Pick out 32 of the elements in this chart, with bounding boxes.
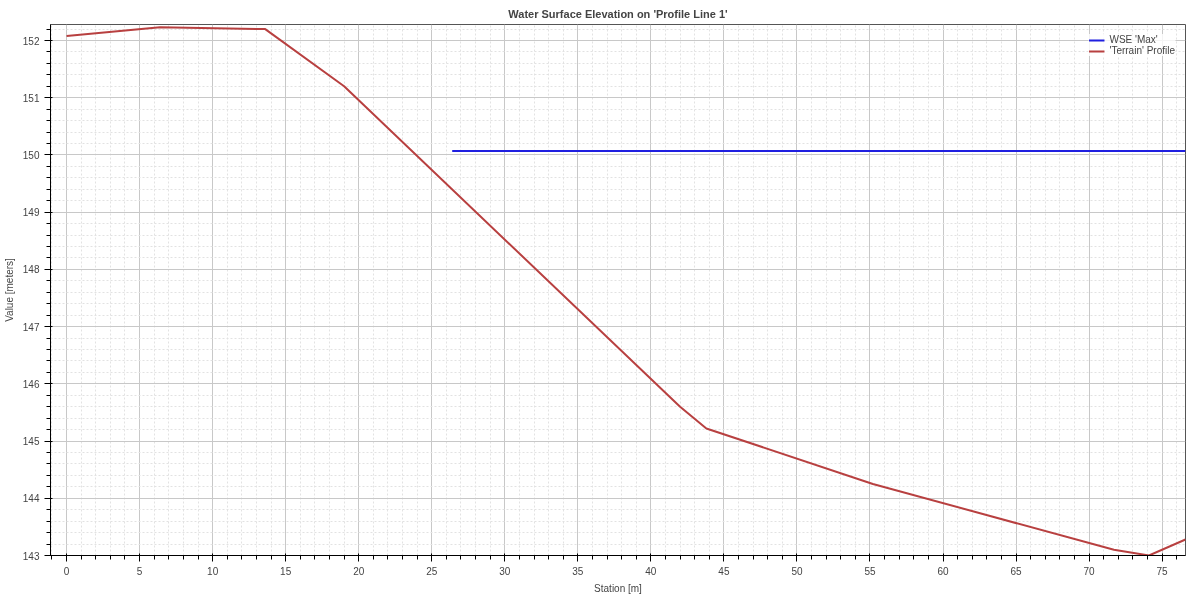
x-tick-label: 15 — [280, 565, 292, 577]
y-tick-label: 147 — [22, 321, 40, 333]
y-tick-label: 151 — [22, 92, 40, 104]
x-tick-label: 50 — [791, 565, 803, 577]
x-tick-label: 60 — [937, 565, 950, 577]
x-axis-title: Station [m] — [594, 582, 643, 594]
x-tick-label: 75 — [1156, 565, 1169, 577]
y-axis-title: Value [meters] — [3, 257, 15, 322]
y-tick-label: 149 — [22, 207, 40, 219]
legend-label: WSE 'Max' — [1109, 34, 1158, 45]
x-tick-label: 70 — [1083, 565, 1096, 577]
y-tick-label: 145 — [22, 436, 40, 448]
y-tick-label: 148 — [22, 264, 40, 276]
x-tick-label: 65 — [1010, 565, 1023, 577]
y-tick-label: 143 — [22, 550, 40, 562]
line-series — [65, 26, 1186, 556]
chart-title: Water Surface Elevation on 'Profile Line 1' — [508, 7, 729, 20]
y-tick-label: 144 — [22, 493, 40, 505]
x-tick-label: 25 — [426, 565, 438, 577]
x-tick-label: 40 — [645, 565, 657, 577]
x-tick-label: 45 — [718, 565, 730, 577]
x-tick-label: 0 — [63, 565, 70, 577]
x-tick-label: 55 — [864, 565, 876, 577]
y-tick-label: 150 — [22, 149, 40, 161]
x-tick-label: 10 — [207, 565, 219, 577]
x-tick-label: 30 — [499, 565, 511, 577]
x-tick-label: 20 — [353, 565, 365, 577]
x-tick-label: 5 — [136, 565, 143, 577]
legend-label: 'Terrain' Profile — [1109, 45, 1175, 56]
y-tick-label: 152 — [22, 35, 40, 47]
x-tick-label: 35 — [572, 565, 584, 577]
y-tick-label: 146 — [22, 378, 40, 390]
